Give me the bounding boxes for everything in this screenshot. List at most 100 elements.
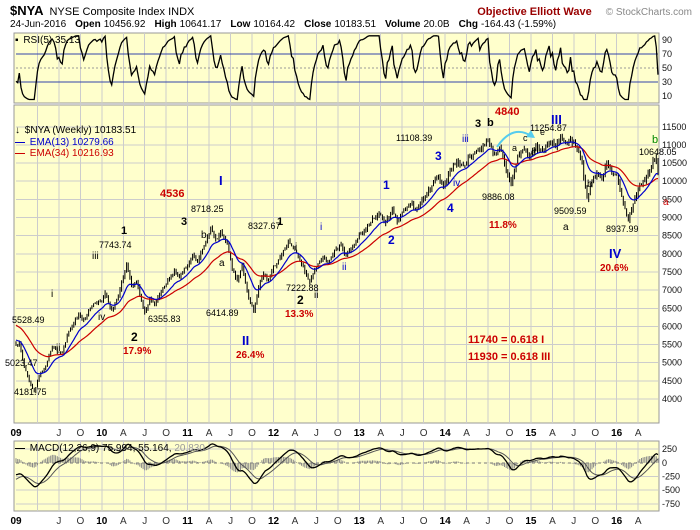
annotation: 4181.75 [14,387,47,397]
annotation: 8327.67 [248,221,281,231]
annotation: 1 [121,225,128,237]
brand-label: Objective Elliott Wave [477,6,592,18]
annotation: iv [453,178,461,189]
svg-text:J: J [314,516,319,527]
svg-text:A: A [463,428,470,439]
svg-text:O: O [334,516,342,527]
annotation: 7743.74 [99,240,132,250]
annotation: 6355.83 [148,314,181,324]
svg-text:0: 0 [662,458,667,468]
svg-text:9500: 9500 [662,194,682,204]
annotation: b [201,230,207,241]
chart-date: 24-Jun-2016 [10,19,67,30]
rsi-bands [16,53,658,83]
annotation: iii [462,134,469,145]
header-title-row: $NYA NYSE Composite Index INDX Objective… [10,3,692,18]
svg-text:A: A [206,428,213,439]
svg-text:J: J [142,516,147,527]
svg-text:O: O [77,516,85,527]
svg-text:09: 09 [10,516,22,527]
annotation: 9886.08 [482,192,515,202]
svg-text:6500: 6500 [662,303,682,313]
annotation: 5023.47 [5,358,38,368]
svg-text:4000: 4000 [662,394,682,404]
svg-text:12: 12 [268,428,280,439]
svg-text:9000: 9000 [662,213,682,223]
annotation: 11740 = 0.618 I [468,334,545,346]
svg-text:A: A [635,516,642,527]
svg-text:8000: 8000 [662,249,682,259]
macd-lines [15,443,659,488]
svg-text:O: O [162,428,170,439]
symbol-legend-label: $NYA (Weekly) 10183.51 [24,125,137,136]
svg-text:10500: 10500 [662,158,687,168]
svg-text:A: A [549,428,556,439]
svg-text:J: J [228,516,233,527]
svg-text:13: 13 [354,516,366,527]
annotation: i [51,289,54,300]
svg-text:15: 15 [525,428,537,439]
macd-legend: — MACD(12,26,9) 75.994, 55.164, 20.830 [15,443,205,455]
annotation: iv [98,312,106,323]
annotation: 4 [447,201,454,215]
ema13-legend-label: EMA(13) 10279.66 [29,136,114,148]
annotation: b [587,179,593,190]
svg-text:A: A [120,516,127,527]
quote-chg: Chg -164.43 (-1.59%) [458,19,557,30]
svg-text:A: A [377,428,384,439]
annotation: 8718.25 [191,204,224,214]
ema34-swatch-icon: — [15,148,25,159]
quote-row-wrap: 24-Jun-2016 Open 10456.92 High 10641.17 Low 1… [10,19,556,30]
svg-text:16: 16 [611,428,623,439]
annotation: a [512,143,518,153]
annotation: 6414.89 [206,308,239,318]
svg-text:50: 50 [662,63,672,73]
quote-close: Close 10183.51 [304,19,377,30]
svg-text:6000: 6000 [662,321,682,331]
svg-text:J: J [571,428,576,439]
svg-text:7500: 7500 [662,267,682,277]
annotation: b [487,117,494,129]
annotation: 8937.99 [606,224,639,234]
svg-text:A: A [292,516,299,527]
macd-hist-value: 20.830 [174,443,205,454]
svg-text:J: J [56,516,61,527]
annotation: 4840 [495,106,520,118]
quote-low: Low 10164.42 [230,19,296,30]
annotation: 11.8% [489,220,517,231]
annotation: 3 [475,118,482,130]
annotation: 2 [297,293,304,307]
annotation: i [320,222,323,233]
annotation: 7222.88 [286,283,319,293]
svg-text:8500: 8500 [662,231,682,241]
rsi-legend-label: RSI(5) 35.13 [23,35,81,46]
annotation: 11930 = 0.618 III [468,351,551,363]
annotation: 20.6% [600,263,629,274]
svg-text:-250: -250 [662,472,680,482]
quote-row: Open 10456.92 High 10641.17 Low 10164.42 Close… [75,19,556,30]
svg-text:O: O [162,516,170,527]
svg-text:-750: -750 [662,499,680,509]
annotation: b [652,134,659,146]
annotation: ii [314,290,319,301]
svg-text:5500: 5500 [662,340,682,350]
annotation: IV [609,246,622,261]
svg-text:A: A [635,428,642,439]
svg-text:J: J [486,428,491,439]
annotation: d [531,147,537,157]
annotation: a [563,222,569,233]
svg-text:-500: -500 [662,485,680,495]
svg-text:30: 30 [662,77,672,87]
annotation: 11108.39 [396,133,433,143]
annotation: 2 [388,233,395,247]
svg-text:O: O [248,428,256,439]
svg-text:10000: 10000 [662,176,687,186]
ema13-swatch-icon: — [15,136,25,148]
svg-text:90: 90 [662,35,672,45]
annotation: 5528.49 [12,315,45,325]
annotation: 2 [131,330,138,344]
ema34-legend-label: EMA(34) 10216.93 [29,148,114,159]
annotation: iii [92,251,99,262]
ema34-line [15,146,659,358]
